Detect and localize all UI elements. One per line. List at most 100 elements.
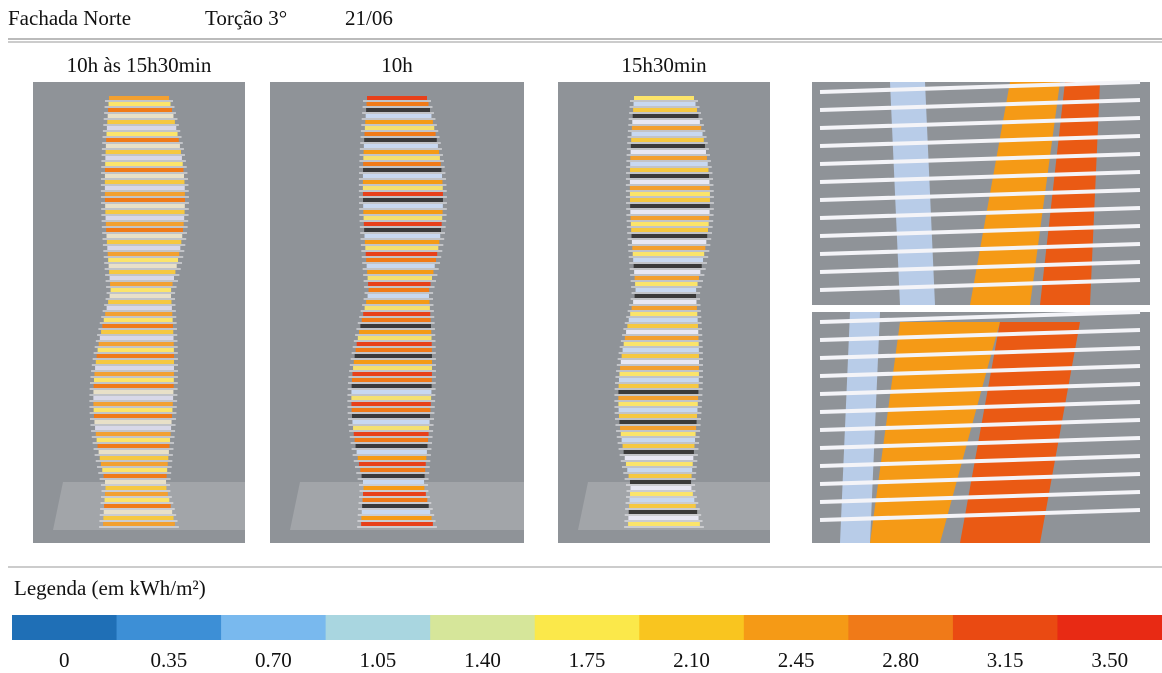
- floor-slab: [356, 450, 427, 454]
- floor-slab: [363, 204, 443, 208]
- floor-slab: [366, 264, 435, 268]
- legend-swatch: [639, 615, 745, 640]
- legend-label: 1.05: [360, 648, 397, 672]
- floor-slab: [633, 108, 697, 112]
- floor-slab: [353, 360, 432, 364]
- floor-slab: [351, 396, 432, 400]
- detail-louver: [819, 328, 1141, 342]
- floor-slab: [633, 102, 696, 106]
- floor-slab: [619, 420, 697, 424]
- floor-slab: [95, 366, 174, 370]
- panel-label: 10h às 15h30min: [67, 53, 212, 77]
- floor-slab: [102, 324, 173, 328]
- legend-label: 2.45: [778, 648, 815, 672]
- floor-slab: [630, 210, 710, 214]
- floor-slab: [630, 312, 698, 316]
- floor-slab: [631, 240, 707, 244]
- floor-slab: [366, 102, 429, 106]
- floor-slab: [106, 306, 172, 310]
- floor-slab: [630, 204, 710, 208]
- floor-slab: [94, 372, 174, 376]
- floor-slab: [630, 162, 708, 166]
- floor-slab: [633, 264, 702, 268]
- floor-slab: [93, 390, 174, 394]
- floor-slab: [620, 360, 699, 364]
- facade-title: Fachada Norte: [8, 6, 131, 30]
- floor-slab: [107, 252, 180, 256]
- detail-louver: [819, 98, 1141, 112]
- floor-slab: [624, 456, 694, 460]
- detail-louver: [819, 472, 1141, 486]
- legend-swatch: [221, 615, 327, 640]
- floor-slab: [351, 414, 431, 418]
- floor-slab: [97, 348, 174, 352]
- floor-slab: [356, 342, 432, 346]
- legend-swatch: [1057, 615, 1162, 640]
- floor-slab: [106, 240, 182, 244]
- floor-slab: [364, 126, 435, 130]
- floor-slab: [104, 192, 185, 196]
- floor-slab: [353, 366, 432, 370]
- legend-swatch: [325, 615, 431, 640]
- floor-slab: [100, 462, 168, 466]
- floor-slab: [629, 180, 710, 184]
- detail-louver: [819, 382, 1141, 396]
- floor-slab: [98, 450, 169, 454]
- floor-slab: [104, 174, 185, 178]
- floor-slab: [633, 300, 697, 304]
- floor-slab: [367, 270, 434, 274]
- floor-slab: [351, 384, 432, 388]
- legend-swatch: [534, 615, 640, 640]
- legend-label: 3.50: [1091, 648, 1128, 672]
- floor-slab: [109, 96, 169, 100]
- floor-slab: [109, 294, 172, 298]
- floor-slab: [103, 516, 174, 520]
- panel-label: 15h30min: [621, 53, 707, 77]
- floor-slab: [634, 294, 697, 298]
- floor-slab: [94, 420, 172, 424]
- floor-slab: [618, 390, 699, 394]
- legend-label: 0: [59, 648, 70, 672]
- floor-slab: [106, 228, 183, 232]
- floor-slab: [360, 324, 431, 328]
- date-title: 21/06: [345, 6, 393, 30]
- floor-slab: [105, 486, 167, 490]
- floor-slab: [628, 522, 700, 526]
- floor-slab: [630, 150, 706, 154]
- floor-slab: [104, 480, 167, 484]
- floor-slab: [363, 162, 441, 166]
- floor-slab: [367, 276, 433, 280]
- floor-slab: [105, 198, 185, 202]
- floor-slab: [106, 138, 179, 142]
- legend-label: 1.75: [569, 648, 606, 672]
- floor-slab: [103, 522, 175, 526]
- floor-slab: [620, 426, 697, 430]
- floor-slab: [105, 144, 180, 148]
- legend-swatch: [12, 615, 118, 640]
- floor-slab: [95, 426, 172, 430]
- floor-slab: [103, 510, 173, 514]
- floor-slab: [105, 222, 184, 226]
- floor-slab: [355, 348, 432, 352]
- floor-slab: [364, 234, 441, 238]
- floor-slab: [631, 306, 697, 310]
- floor-slab: [352, 420, 430, 424]
- floor-slab: [104, 498, 170, 502]
- detail-louver: [819, 224, 1141, 238]
- floor-slab: [358, 462, 426, 466]
- detail-louver: [819, 188, 1141, 202]
- floor-slab: [620, 366, 699, 370]
- floor-slab: [106, 234, 183, 238]
- floor-slab: [103, 318, 173, 322]
- floor-slab: [104, 180, 185, 184]
- floor-slab: [629, 186, 710, 190]
- floor-slab: [361, 522, 433, 526]
- detail-louver: [819, 400, 1141, 414]
- floor-slab: [627, 324, 698, 328]
- floor-slab: [103, 474, 167, 478]
- legend-title: Legenda (em kWh/m²): [14, 576, 206, 600]
- floor-slab: [628, 510, 698, 514]
- floor-slab: [635, 282, 698, 286]
- floor-slab: [367, 294, 430, 298]
- detail-louver: [819, 508, 1141, 522]
